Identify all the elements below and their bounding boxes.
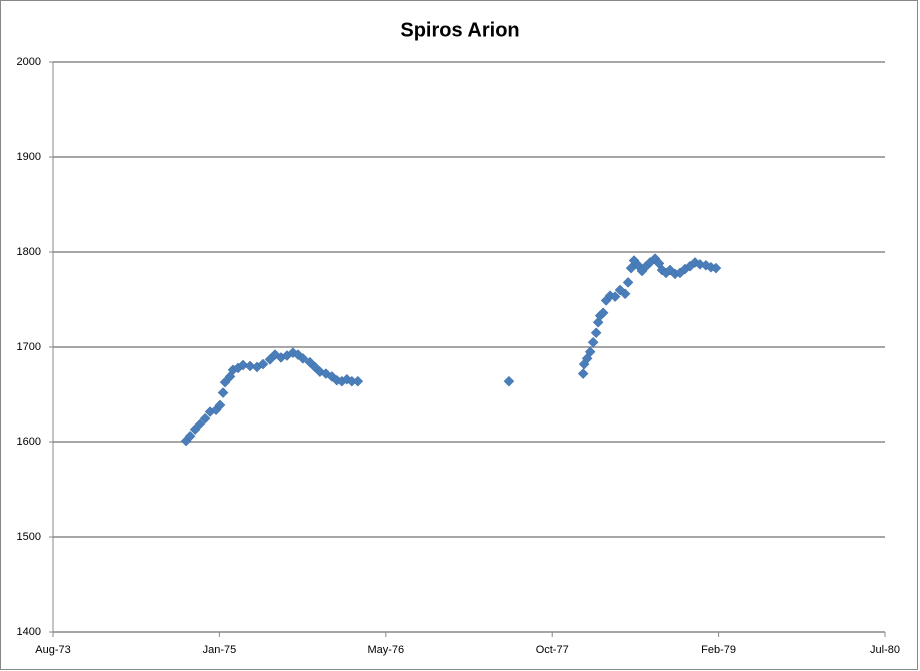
data-point [597,307,609,319]
data-point [244,360,256,372]
data-point [314,366,326,378]
data-point [352,375,364,387]
data-point [184,430,196,442]
x-tick-label: Feb-79 [701,644,736,656]
x-tick-label: Jan-75 [203,644,237,656]
y-tick-label: 1900 [17,151,41,163]
data-point [590,327,602,339]
data-point [194,418,206,430]
data-point [577,368,589,379]
x-tick-label: May-76 [367,644,404,656]
data-point [292,349,304,360]
data-point [503,375,515,387]
data-point [584,346,596,358]
data-point [609,291,621,303]
data-point [269,349,281,360]
y-tick-label: 1400 [17,626,41,638]
x-tick-label: Jul-80 [870,644,900,656]
data-point [587,336,599,348]
data-point [189,424,201,436]
data-point [622,277,634,288]
x-tick-label: Oct-77 [536,644,569,656]
y-tick-label: 2000 [17,56,41,68]
data-point [217,387,229,398]
y-tick-label: 1600 [17,436,41,448]
data-point [710,262,722,274]
y-tick-label: 1800 [17,246,41,258]
y-tick-label: 1700 [17,341,41,353]
x-tick-label: Aug-73 [35,644,70,656]
data-point [199,412,211,424]
data-point [619,288,631,300]
data-point [214,399,226,411]
data-point [257,358,269,370]
data-point [297,353,309,364]
data-point [237,359,249,371]
y-tick-label: 1500 [17,531,41,543]
chart-title: Spiros Arion [400,19,519,41]
data-point [219,376,231,388]
